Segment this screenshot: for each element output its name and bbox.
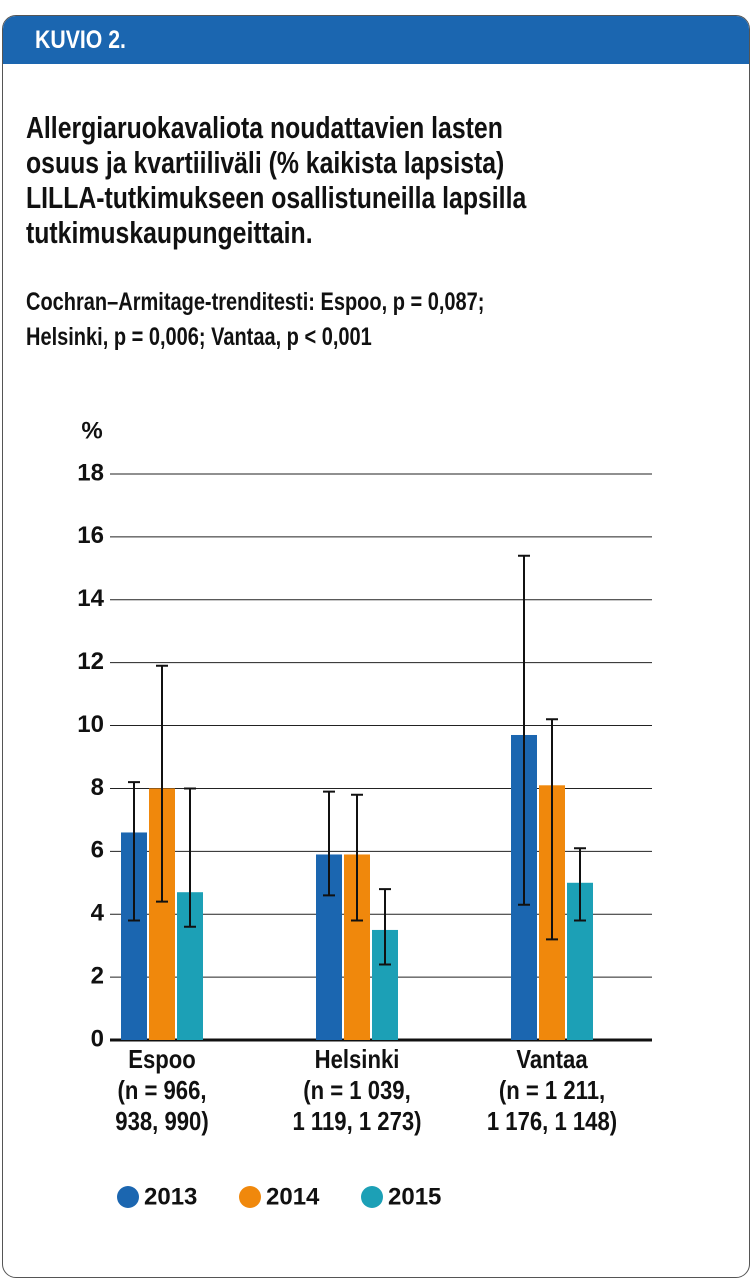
error-bar (323, 790, 335, 897)
error-bar (379, 888, 391, 966)
x-tick-label: Espoo (n = 966, 938, 990) (115, 1044, 209, 1136)
y-tick-label: 14 (77, 585, 104, 612)
y-tick-label: 8 (91, 774, 104, 801)
x-tick-label: Vantaa (n = 1 211, 1 176, 1 148) (486, 1044, 618, 1136)
card: KUVIO 2. (2, 15, 750, 1278)
error-bar (351, 793, 363, 922)
header-bar: KUVIO 2. (3, 16, 749, 64)
legend-marker (361, 1186, 383, 1208)
legend-marker (239, 1186, 261, 1208)
legend-marker (117, 1186, 139, 1208)
legend-label: 2013 (144, 1183, 197, 1210)
x-tick-label: Helsinki (n = 1 039, 1 119, 1 273) (292, 1044, 422, 1136)
y-axis-label: % (81, 417, 102, 444)
legend-label: 2014 (266, 1183, 320, 1210)
legend-label: 2015 (388, 1183, 441, 1210)
error-bar (156, 664, 168, 903)
error-bar (518, 554, 530, 906)
y-tick-label: 16 (77, 522, 104, 549)
error-bar (184, 787, 196, 928)
y-tick-label: 10 (77, 711, 104, 738)
error-bar (574, 847, 586, 922)
error-bar (546, 718, 558, 941)
y-tick-label: 12 (77, 648, 104, 675)
subtitle: Cochran–Armitage-trenditesti: Espoo, p =… (26, 288, 485, 351)
y-tick-label: 6 (91, 837, 104, 864)
chart-title: Allergiaruokavaliota noudattavien lasten… (26, 110, 527, 250)
error-bar (128, 781, 140, 922)
y-tick-label: 18 (77, 459, 104, 486)
y-tick-label: 0 (91, 1025, 104, 1052)
header: KUVIO 2. (35, 26, 126, 54)
y-tick-label: 2 (91, 962, 104, 989)
y-tick-label: 4 (91, 900, 105, 927)
